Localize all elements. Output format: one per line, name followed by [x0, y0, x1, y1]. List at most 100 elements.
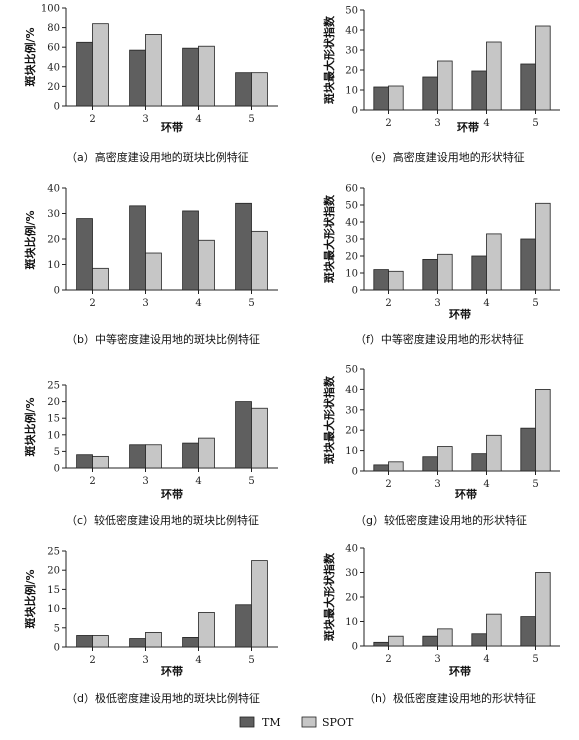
legend-label-tm: TM: [262, 716, 281, 729]
x-tick-label: 2: [385, 654, 391, 665]
x-tick-label: 4: [195, 298, 201, 309]
bar-spot-2: [92, 455, 109, 469]
x-tick-label: 2: [385, 118, 391, 129]
x-axis-title: 环带: [455, 487, 477, 501]
bar-tm-5: [520, 616, 536, 647]
bar-spot-5: [535, 202, 551, 291]
y-axis-title: 斑块最大形状指数: [322, 375, 336, 464]
y-axis-title: 斑块最大形状指数: [322, 15, 336, 104]
y-tick-label: 100: [41, 4, 60, 15]
y-axis-title: 斑块最大形状指数: [322, 194, 336, 283]
bar-tm-3: [129, 444, 146, 469]
y-tick-label: 10: [345, 86, 358, 97]
bar-tm-2: [373, 464, 389, 472]
y-tick-label: 50: [345, 6, 358, 17]
x-axis-title: 环带: [449, 664, 471, 678]
bar-spot-5: [535, 572, 551, 647]
y-tick-label: 40: [345, 26, 358, 37]
y-axis-title: 斑块比例/%: [23, 210, 37, 269]
y-tick-label: 20: [345, 593, 358, 604]
bar-tm-5: [235, 401, 252, 469]
bar-tm-4: [182, 442, 199, 469]
bar-spot-4: [486, 233, 502, 291]
x-tick-label: 2: [385, 298, 391, 309]
y-tick-label: 40: [345, 385, 358, 396]
bar-spot-3: [145, 444, 162, 469]
y-tick-label: 20: [47, 397, 60, 408]
x-tick-label: 4: [195, 655, 201, 666]
y-tick-label: 30: [345, 46, 358, 57]
x-tick-label: 5: [248, 476, 254, 487]
bar-tm-2: [76, 218, 93, 291]
y-tick-label: 20: [345, 66, 358, 77]
bar-spot-2: [92, 23, 109, 107]
panel-caption: （e）高密度建设用地的形状特征: [364, 150, 525, 164]
y-tick-label: 80: [47, 23, 60, 34]
bar-spot-3: [437, 60, 453, 111]
bar-tm-4: [471, 255, 487, 291]
y-tick-label: 20: [47, 235, 60, 246]
y-tick-label: 40: [345, 544, 358, 555]
bar-tm-2: [373, 641, 389, 647]
bar-spot-3: [145, 632, 162, 648]
y-tick-label: 0: [54, 464, 60, 475]
bar-tm-4: [471, 453, 487, 472]
y-tick-label: 10: [47, 260, 60, 271]
y-axis-title: 斑块最大形状指数: [322, 552, 336, 641]
x-tick-label: 2: [89, 114, 95, 125]
x-tick-label: 4: [483, 298, 489, 309]
y-tick-label: 20: [47, 82, 60, 93]
x-tick-label: 5: [248, 298, 254, 309]
x-tick-label: 3: [434, 654, 440, 665]
panel-caption: （a）高密度建设用地的斑块比例特征: [66, 150, 249, 164]
bar-tm-5: [235, 72, 252, 107]
y-tick-label: 60: [47, 43, 60, 54]
bar-spot-4: [198, 612, 215, 648]
x-tick-label: 3: [434, 298, 440, 309]
legend-label-spot: SPOT: [322, 716, 354, 729]
x-tick-label: 4: [195, 476, 201, 487]
y-tick-label: 15: [47, 585, 60, 596]
bar-spot-4: [486, 434, 502, 472]
y-tick-label: 40: [345, 218, 358, 229]
panel-caption: （g）较低密度建设用地的形状特征: [355, 513, 527, 527]
x-tick-label: 2: [385, 479, 391, 490]
bar-spot-2: [92, 267, 109, 291]
x-tick-label: 5: [532, 479, 538, 490]
bar-spot-2: [388, 270, 404, 291]
bar-spot-4: [486, 613, 502, 647]
chart-panel-d: 0 5 10 15 20 25 2 3 4 5 斑块比例/% 环带 （d）极低密度建设用地的斑块比例特征: [23, 547, 278, 705]
bar-tm-4: [182, 210, 199, 291]
y-tick-label: 30: [345, 568, 358, 579]
x-axis-title: 环带: [457, 120, 479, 134]
bar-spot-2: [92, 635, 109, 648]
y-tick-label: 40: [47, 62, 60, 73]
bar-spot-4: [198, 437, 215, 469]
bar-spot-5: [251, 230, 268, 291]
x-tick-label: 3: [434, 479, 440, 490]
y-tick-label: 15: [47, 414, 60, 425]
x-tick-label: 3: [142, 476, 148, 487]
panel-caption: （c）较低密度建设用地的斑块比例特征: [66, 513, 259, 527]
y-tick-label: 10: [47, 604, 60, 615]
bar-spot-4: [198, 239, 215, 291]
bar-spot-3: [145, 252, 162, 291]
bar-tm-4: [471, 633, 487, 647]
x-axis-title: 环带: [161, 120, 183, 134]
panel-caption: （b）中等密度建设用地的斑块比例特征: [66, 332, 260, 346]
y-tick-label: 30: [47, 209, 60, 220]
y-tick-label: 20: [345, 426, 358, 437]
bar-tm-2: [373, 269, 389, 291]
x-axis-title: 环带: [161, 664, 183, 678]
legend: TM SPOT: [239, 716, 354, 729]
bar-tm-3: [422, 258, 438, 291]
y-tick-label: 30: [345, 235, 358, 246]
x-tick-label: 4: [483, 479, 489, 490]
x-axis-title: 环带: [449, 307, 471, 321]
bar-spot-2: [388, 85, 404, 111]
y-tick-label: 20: [345, 252, 358, 263]
x-tick-label: 3: [142, 114, 148, 125]
y-tick-label: 0: [54, 286, 60, 297]
